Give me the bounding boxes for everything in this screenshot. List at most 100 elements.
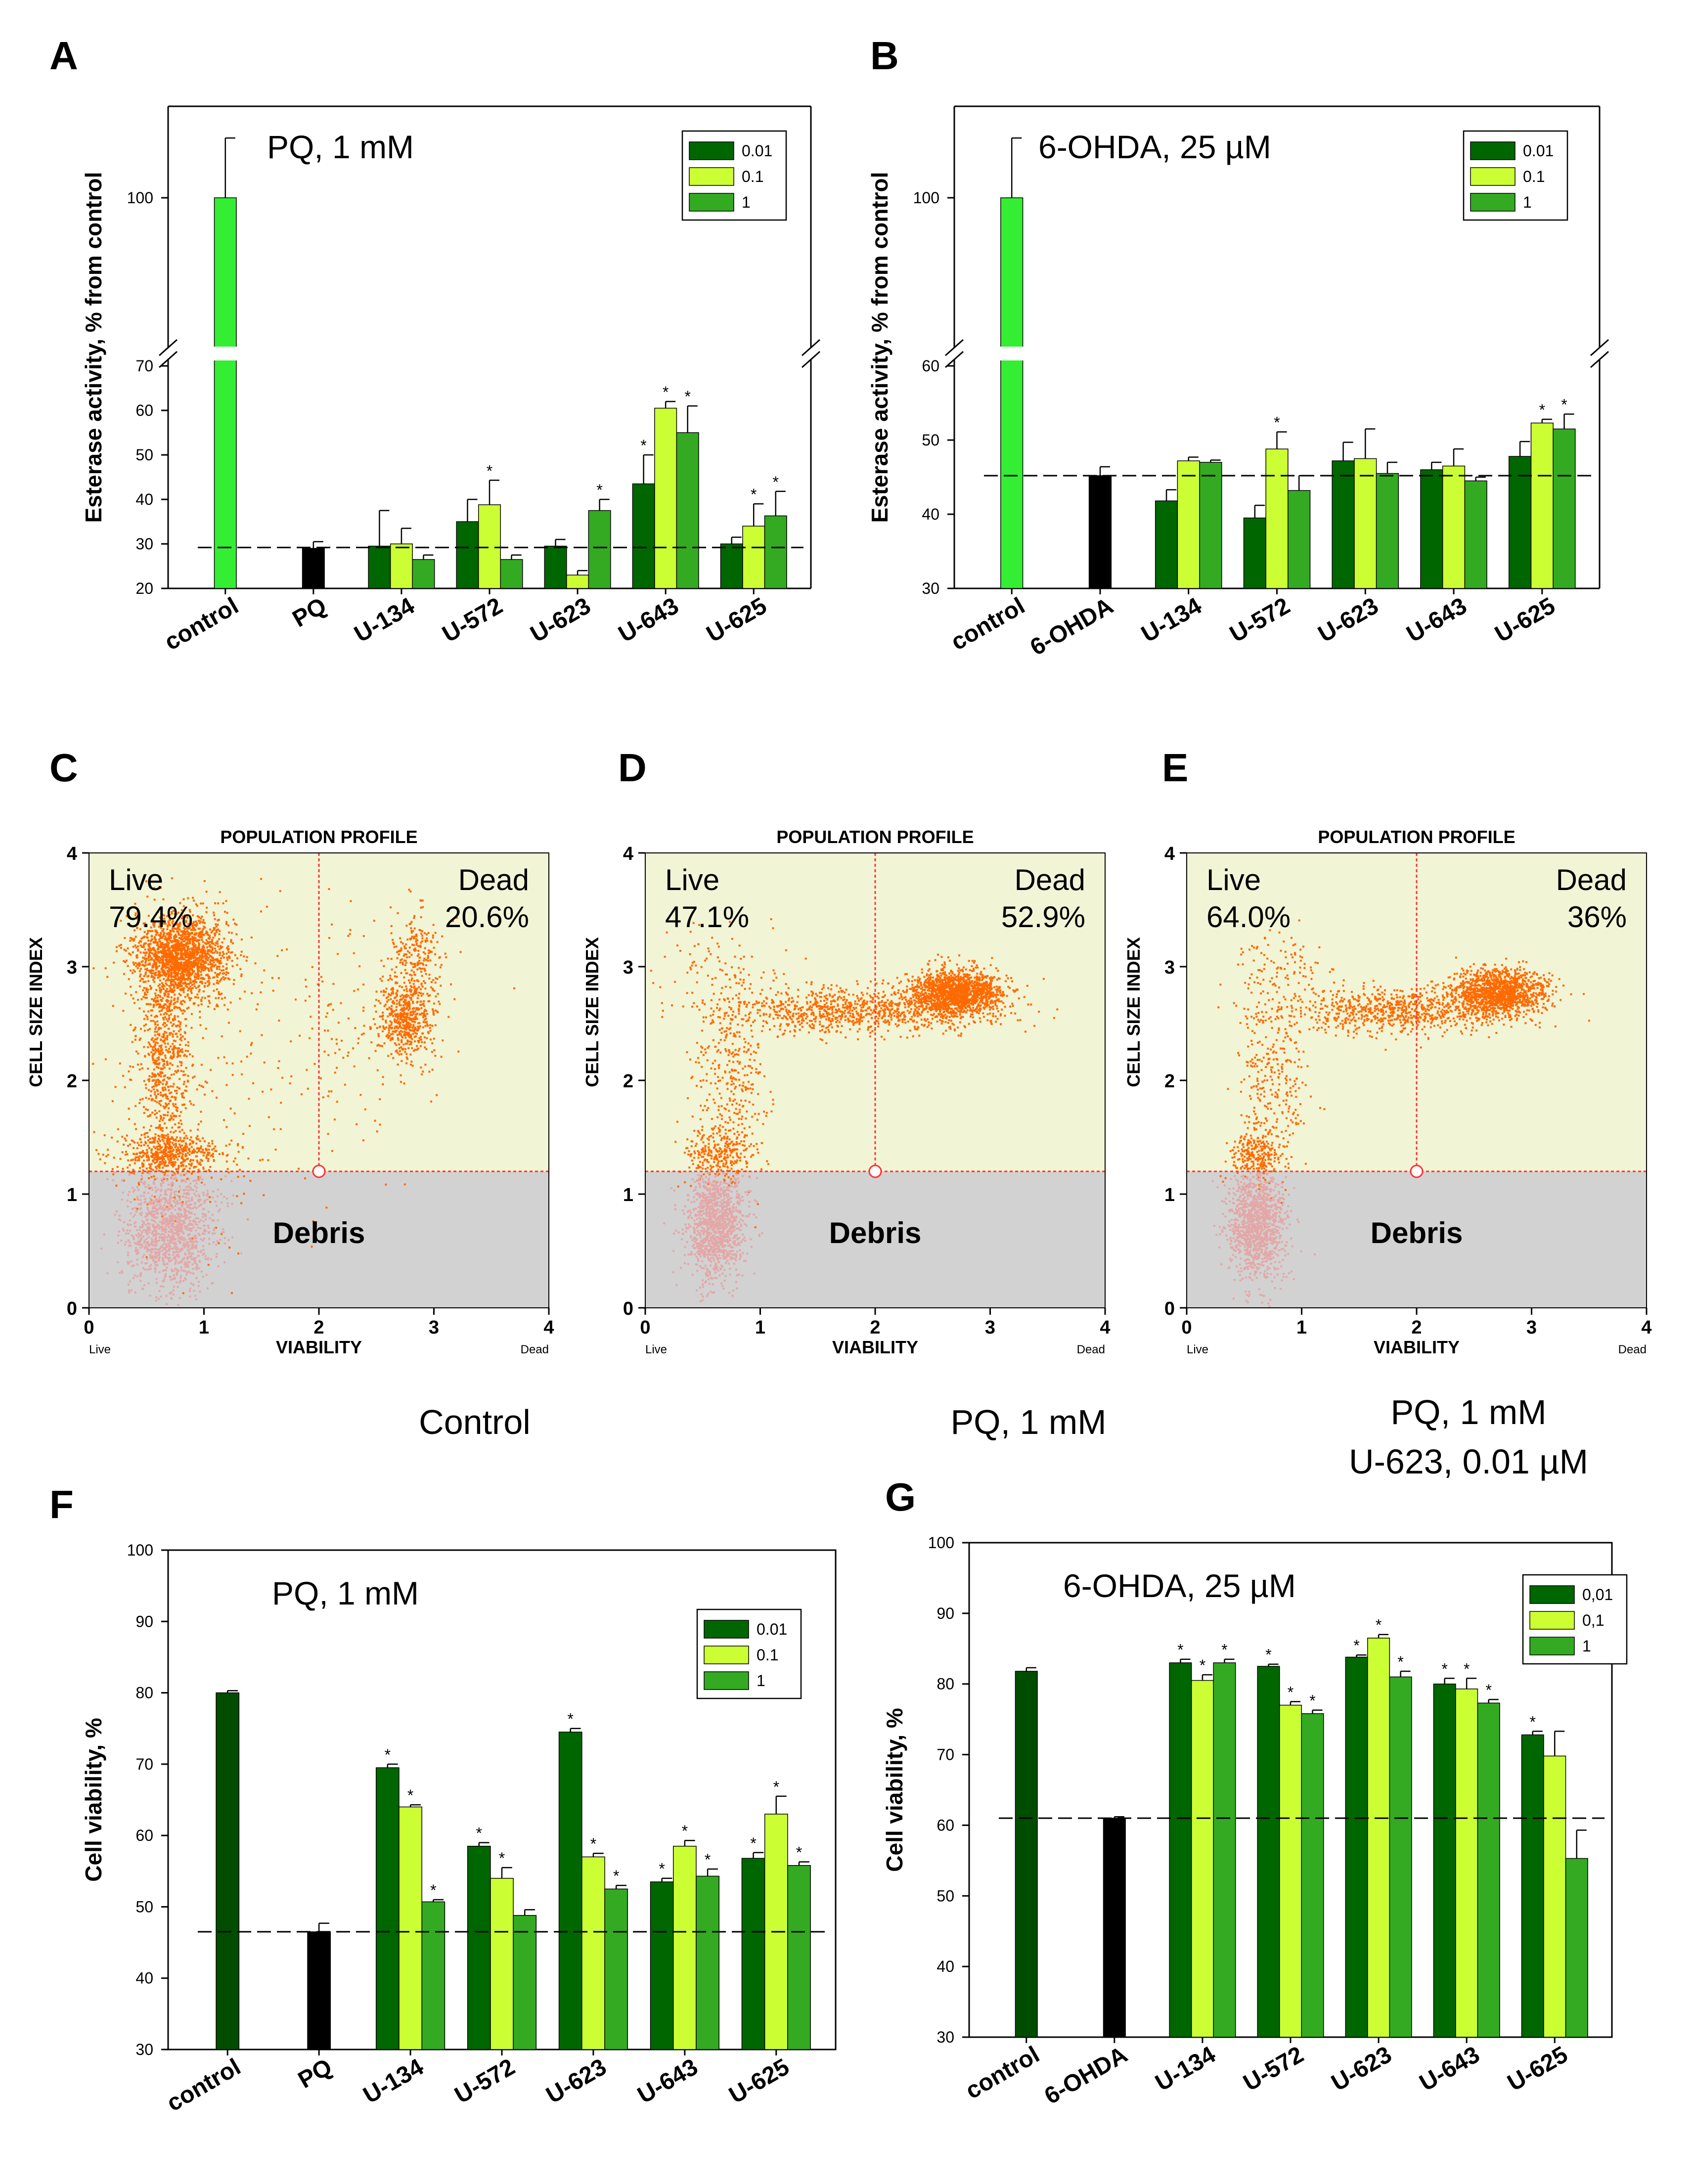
category-label: PQ <box>294 2054 337 2094</box>
legend-label: 1 <box>757 1672 765 1690</box>
dead-label: Dead <box>1556 863 1627 896</box>
bar-control <box>1015 1671 1038 2038</box>
y-tick-label: 40 <box>135 1969 153 1987</box>
bar-series-1 <box>787 1865 811 2050</box>
y-tick-label: 50 <box>936 1887 954 1905</box>
significance-star: * <box>487 462 492 480</box>
x-end-label-dead: Dead <box>1618 1343 1647 1356</box>
significance-star: * <box>1441 1660 1447 1678</box>
bar-series-0.1 <box>1530 422 1554 589</box>
bar-series-1 <box>1213 1662 1236 2038</box>
cell-points <box>661 977 1059 1044</box>
scatter-points <box>1211 919 1590 1307</box>
bar-series-0.1 <box>399 1806 422 2050</box>
x-tick-label: 1 <box>1296 1317 1307 1338</box>
bar-series-0,01 <box>1257 1666 1280 2038</box>
axis-break-mark <box>1590 351 1609 368</box>
gate-handle <box>312 1164 326 1178</box>
y-tick-label: 40 <box>936 1958 954 1975</box>
legend-label: 0,01 <box>1582 1586 1613 1604</box>
panel-letter: E <box>1162 746 1188 790</box>
significance-star: * <box>1397 1653 1403 1671</box>
axis-break-mark <box>802 351 820 368</box>
significance-star: * <box>476 1825 482 1842</box>
bar-series-1 <box>1477 1702 1500 2038</box>
plot-title: POPULATION PROFILE <box>220 827 417 847</box>
x-tick-label: 3 <box>985 1317 995 1338</box>
x-tick-label: 0 <box>84 1317 94 1338</box>
chart-d: D 0 1 2 3 4 0 1 2 3 4 POPULATION PROFILE VIABILITY Li… <box>582 746 1111 1441</box>
x-end-label-live: Live <box>89 1343 111 1356</box>
panel-caption: PQ, 1 mM <box>950 1403 1106 1441</box>
plot-title: POPULATION PROFILE <box>776 827 974 847</box>
y-tick-label: 60 <box>922 357 939 375</box>
category-label: U-572 <box>450 2054 520 2109</box>
plot-title: POPULATION PROFILE <box>1318 827 1515 847</box>
live-percent: 79.4% <box>109 900 193 934</box>
dead-percent: 52.9% <box>1001 900 1085 934</box>
cell-points <box>682 944 779 1229</box>
chart-c: C 0 1 2 3 4 0 1 2 3 4 POPULATION PROFILE VIABILITY Li… <box>26 746 554 1441</box>
debris-label: Debris <box>273 1216 365 1249</box>
legend-swatch <box>1529 1637 1575 1655</box>
bar-series-0.1 <box>654 407 677 589</box>
debris-points <box>100 1171 249 1306</box>
chart-a: A 20 30 40 50 60 70 100 Esterase activity, % fro… <box>49 34 820 656</box>
bar-series-0.1 <box>742 526 765 589</box>
bar-pq <box>307 1931 331 2050</box>
bar-control <box>216 1692 240 2050</box>
bar-series-0.01 <box>456 521 479 589</box>
bar-series-0,1 <box>1191 1680 1214 2038</box>
bar-series-1 <box>500 559 523 589</box>
category-label: U-134 <box>350 592 419 647</box>
chart-title: PQ, 1 mM <box>267 129 414 165</box>
legend-label: 0.01 <box>1523 142 1554 160</box>
x-tick-label: 2 <box>1411 1317 1422 1338</box>
category-label: U-643 <box>1402 593 1471 648</box>
bar-series-0.01 <box>1420 469 1443 589</box>
panel-letter: G <box>885 1475 916 1519</box>
y-axis-label: Cell viability, % <box>882 1708 907 1872</box>
bar-series-1 <box>696 1875 719 2050</box>
y-tick-label: 70 <box>135 1755 153 1773</box>
category-label: U-134 <box>359 2053 428 2108</box>
x-axis-label: VIABILITY <box>276 1337 362 1357</box>
y-tick-label: 20 <box>135 579 153 597</box>
category-label: U-643 <box>1415 2042 1484 2096</box>
category-label: PQ <box>288 593 331 633</box>
y-tick-label: 0 <box>1164 1298 1175 1319</box>
y-tick-label: 50 <box>135 1898 153 1916</box>
significance-star: * <box>640 437 646 454</box>
bar-series-0,1 <box>1279 1704 1302 2038</box>
x-tick-label: 3 <box>1526 1317 1537 1338</box>
chart-title: PQ, 1 mM <box>272 1575 419 1611</box>
significance-star: * <box>590 1835 596 1853</box>
live-label: Live <box>665 863 719 896</box>
significance-star: * <box>613 1867 619 1885</box>
significance-star: * <box>499 1849 505 1867</box>
y-tick-label: 70 <box>135 357 153 375</box>
category-label: U-625 <box>1503 2042 1572 2096</box>
y-tick-label: 40 <box>922 505 939 523</box>
y-tick-label: 4 <box>1164 844 1175 864</box>
significance-star: * <box>567 1710 573 1728</box>
y-tick-label: 90 <box>936 1605 954 1622</box>
significance-star: * <box>773 473 779 491</box>
significance-star: * <box>1288 1683 1293 1701</box>
category-label: U-572 <box>1239 2042 1308 2096</box>
bar-series-0.1 <box>478 504 501 589</box>
scatter-points <box>650 906 1059 1302</box>
x-tick-label: 0 <box>1181 1317 1192 1338</box>
category-label: U-134 <box>1137 592 1206 647</box>
chart-f: F 30 40 50 60 70 80 90 100 Cell viability, % contr… <box>49 1482 837 2117</box>
bar-series-0.01 <box>632 483 655 589</box>
category-label: U-134 <box>1151 2041 1220 2096</box>
dead-percent: 36% <box>1567 900 1627 934</box>
bar-series-1 <box>412 559 435 589</box>
x-tick-label: 4 <box>1100 1317 1110 1338</box>
legend-label: 0.1 <box>1523 168 1545 185</box>
significance-star: * <box>796 1844 802 1862</box>
significance-star: * <box>705 1851 711 1869</box>
bar-series-0.01 <box>1155 500 1178 589</box>
